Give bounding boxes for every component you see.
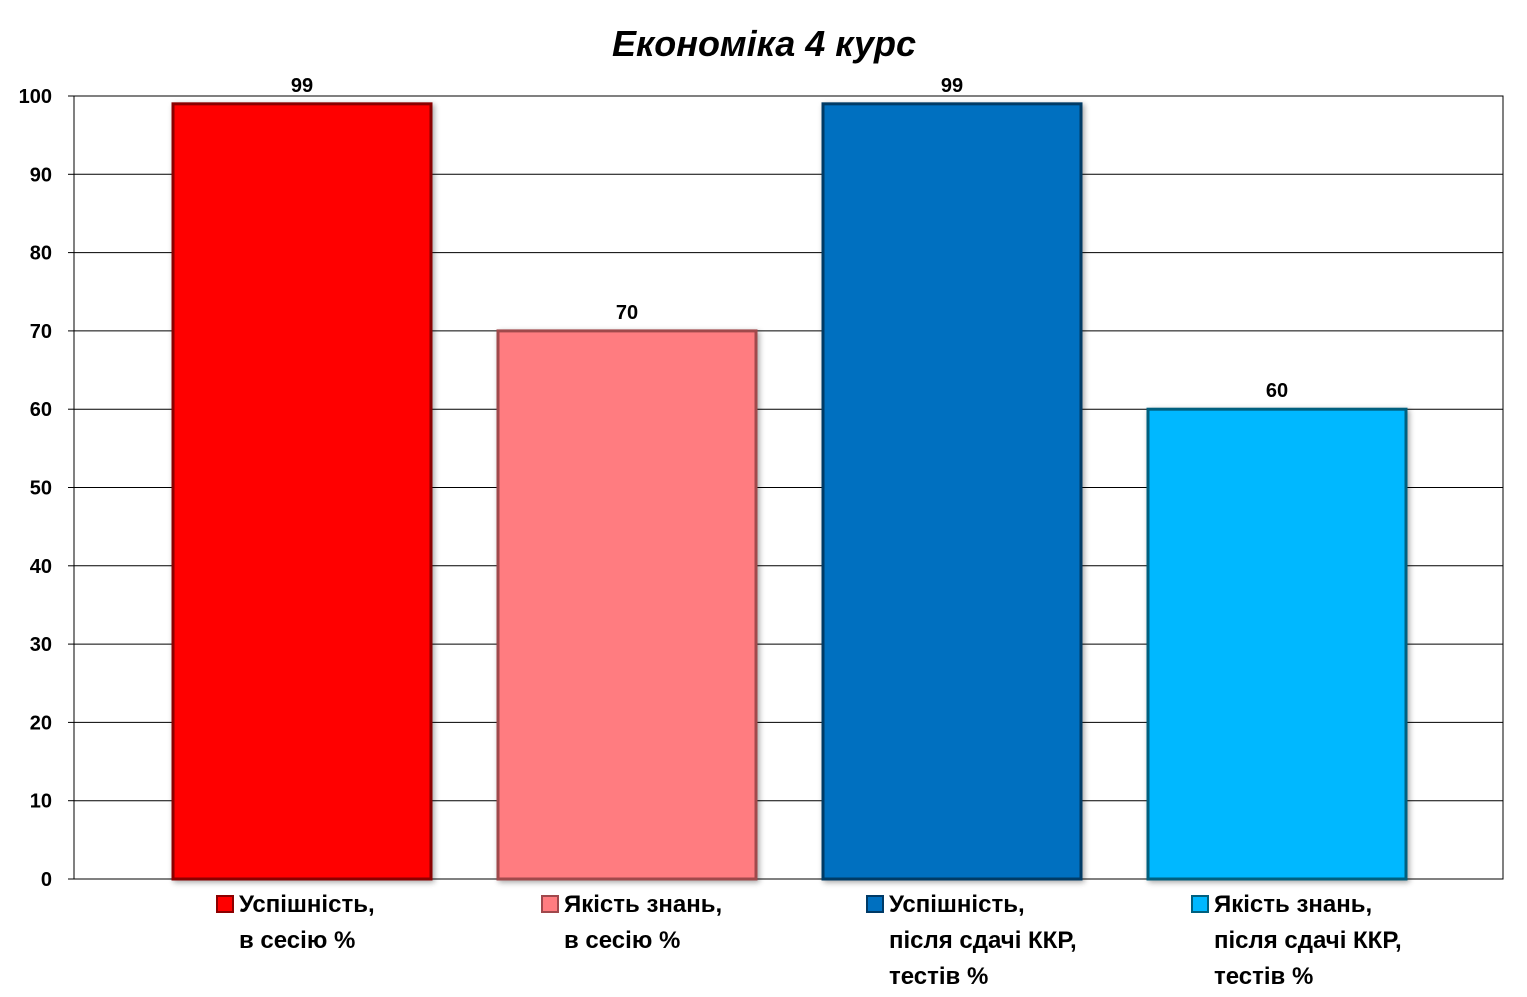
legend: Успішність, в сесію % Якість знань, в сесію… [216,891,1402,990]
legend-label-2: Якість знань, [564,891,722,918]
bar-2 [496,329,758,881]
legend-swatch-1 [216,895,234,913]
y-tick-label: 40 [30,556,52,578]
legend-label-1: в сесію % [239,927,355,954]
legend-swatch-2 [541,895,559,913]
y-tick-label: 50 [30,478,52,500]
data-label-1: 99 [291,75,313,97]
y-tick-label: 10 [30,791,52,813]
legend-swatch-3 [866,895,884,913]
legend-label-2: в сесію % [564,927,680,954]
data-label-2: 70 [616,302,638,324]
legend-label-3: Успішність, [889,891,1025,918]
legend-label-3: після сдачі ККР, [889,927,1077,954]
data-labels: 99 70 99 60 [291,75,1288,402]
legend-label-1: Успішність, [239,891,375,918]
data-label-4: 60 [1266,380,1288,402]
bar-4 [1146,407,1408,881]
y-tick-label: 80 [30,243,52,265]
y-tick-label: 30 [30,634,52,656]
legend-label-4: Якість знань, [1214,891,1372,918]
y-axis-ticks: 0 10 20 30 40 50 60 70 80 90 100 [19,86,74,891]
legend-label-4: тестів % [1214,963,1313,990]
y-tick-label: 20 [30,712,52,734]
bar-1 [171,102,433,881]
data-label-3: 99 [941,75,963,97]
legend-label-4: після сдачі ККР, [1214,927,1402,954]
chart-title: Економіка 4 курс [612,23,916,64]
y-tick-label: 70 [30,321,52,343]
y-tick-label: 100 [19,86,52,108]
legend-label-3: тестів % [889,963,988,990]
y-tick-label: 0 [41,869,52,891]
bars [171,102,1408,881]
bar-3 [821,102,1083,881]
y-tick-label: 90 [30,164,52,186]
y-tick-label: 60 [30,399,52,421]
legend-swatch-4 [1191,895,1209,913]
